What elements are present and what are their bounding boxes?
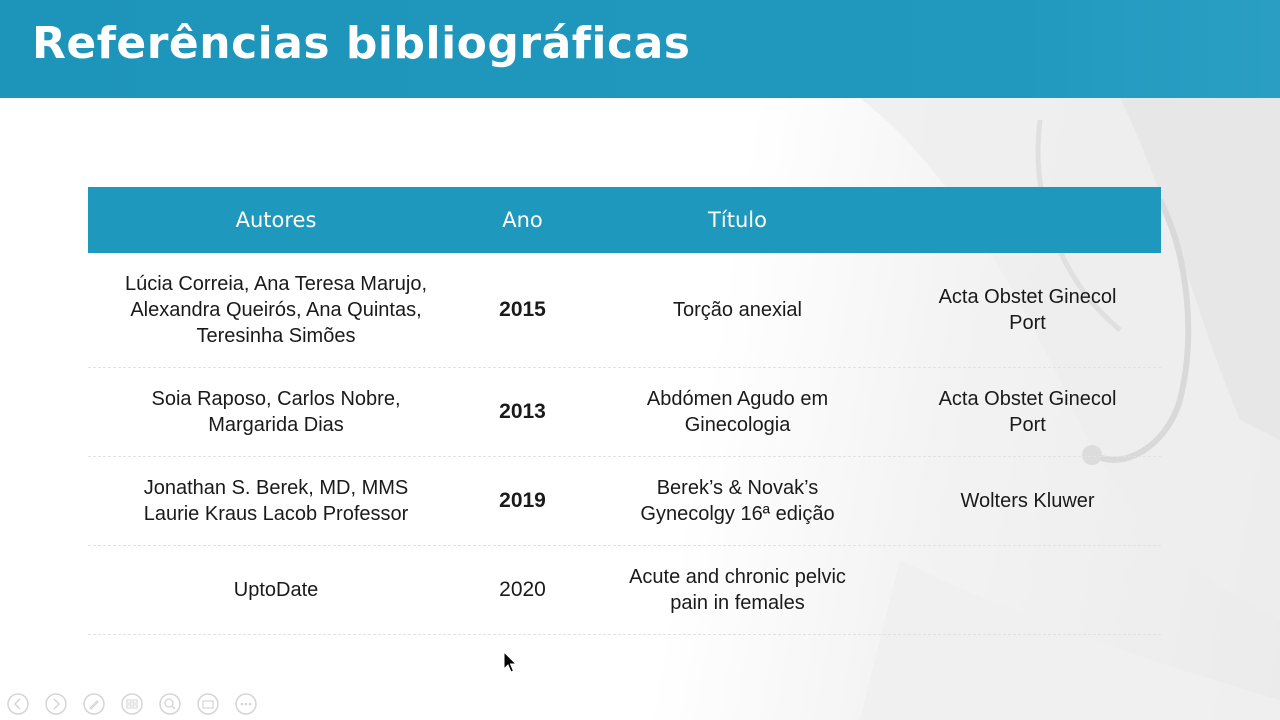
cell-authors: Jonathan S. Berek, MD, MMS Laurie Kraus … <box>88 457 464 545</box>
cell-source: Acta Obstet Ginecol Port <box>894 253 1161 367</box>
subtitles-icon[interactable] <box>194 690 222 718</box>
cell-title: Acute and chronic pelvic pain in females <box>581 546 894 634</box>
cell-authors: Lúcia Correia, Ana Teresa Marujo, Alexan… <box>88 253 464 367</box>
cell-line: Port <box>1009 312 1046 334</box>
cell-authors: Soia Raposo, Carlos Nobre, Margarida Dia… <box>88 368 464 456</box>
pen-icon[interactable] <box>80 690 108 718</box>
cell-line: Alexandra Queirós, Ana Quintas, <box>130 299 422 321</box>
table-row: Jonathan S. Berek, MD, MMS Laurie Kraus … <box>88 457 1161 546</box>
cell-line: Torção anexial <box>673 299 802 321</box>
cell-line: Acta Obstet Ginecol <box>938 286 1117 308</box>
cell-line: Gynecolgy 16ª edição <box>640 503 835 525</box>
table-row: Lúcia Correia, Ana Teresa Marujo, Alexan… <box>88 253 1161 368</box>
table-header: Autores Ano Título <box>88 187 1161 253</box>
cell-line: Acta Obstet Ginecol <box>938 388 1117 410</box>
cell-line: Soia Raposo, Carlos Nobre, <box>151 388 401 410</box>
cell-source <box>894 546 1161 634</box>
slide-title: Referências bibliográficas <box>32 18 691 69</box>
cell-year: 2020 <box>499 578 546 601</box>
mouse-pointer-icon <box>503 651 518 673</box>
cell-line: Jonathan S. Berek, MD, MMS <box>143 477 409 499</box>
header-source <box>894 187 1161 253</box>
cell-year: 2019 <box>499 489 546 512</box>
table-row: Soia Raposo, Carlos Nobre, Margarida Dia… <box>88 368 1161 457</box>
cell-line: Abdómen Agudo em <box>646 388 829 410</box>
slides-icon[interactable] <box>118 690 146 718</box>
table-row: UptoDate 2020 Acute and chronic pelvic p… <box>88 546 1161 635</box>
cell-line: Laurie Kraus Lacob Professor <box>143 503 409 525</box>
cell-source: Wolters Kluwer <box>894 457 1161 545</box>
next-icon[interactable] <box>42 690 70 718</box>
cell-line: Berek’s & Novak’s <box>656 477 819 499</box>
cell-line: pain in females <box>670 592 805 614</box>
cell-line: Ginecologia <box>684 414 791 436</box>
header-authors: Autores <box>235 208 317 232</box>
presentation-toolbar <box>4 690 260 718</box>
cell-title: Torção anexial <box>581 253 894 367</box>
previous-icon[interactable] <box>4 690 32 718</box>
cell-line: Port <box>1009 414 1046 436</box>
cell-title: Berek’s & Novak’s Gynecolgy 16ª edição <box>581 457 894 545</box>
zoom-icon[interactable] <box>156 690 184 718</box>
cell-title: Abdómen Agudo em Ginecologia <box>581 368 894 456</box>
header-title: Título <box>708 208 767 232</box>
cell-line: Margarida Dias <box>208 414 344 436</box>
cell-line: UptoDate <box>233 579 319 601</box>
cell-source: Acta Obstet Ginecol Port <box>894 368 1161 456</box>
header-year: Ano <box>502 208 543 232</box>
cell-line: Acute and chronic pelvic <box>629 566 846 588</box>
more-icon[interactable] <box>232 690 260 718</box>
cell-authors: UptoDate <box>88 546 464 634</box>
references-table: Autores Ano Título Lúcia Correia, Ana Te… <box>88 187 1161 635</box>
cell-line: Wolters Kluwer <box>960 490 1095 512</box>
cell-line: Teresinha Simões <box>196 325 356 347</box>
cell-year: 2015 <box>499 298 546 321</box>
title-bar: Referências bibliográficas <box>0 0 1280 98</box>
cell-line: Lúcia Correia, Ana Teresa Marujo, <box>124 273 427 295</box>
cell-year: 2013 <box>499 400 546 423</box>
